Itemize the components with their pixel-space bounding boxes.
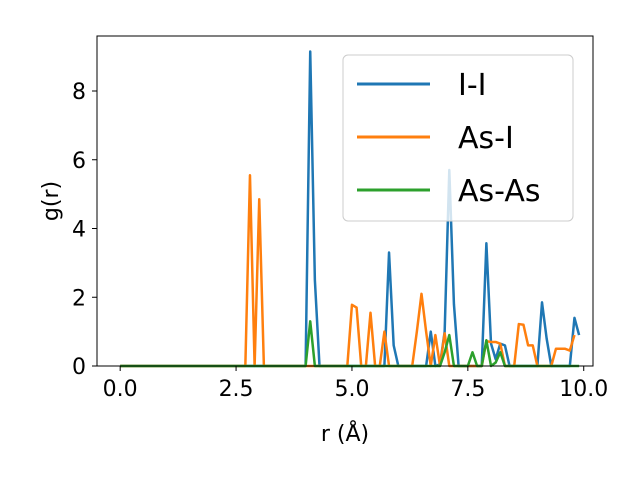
x-tick-label: 5.0 — [334, 377, 369, 402]
series-line-as-as — [120, 320, 580, 368]
plot-frame — [96, 35, 594, 367]
series-line-as-i — [120, 173, 576, 368]
y-tick-label: 8 — [72, 80, 86, 105]
x-tick-label: 0.0 — [103, 377, 138, 402]
y-tick-label: 6 — [72, 149, 86, 174]
legend-label-i-i: I-I — [458, 68, 487, 103]
legend-label-as-i: As-I — [458, 121, 514, 156]
x-axis-ticks: 0.0 2.5 5.0 7.5 10.0 — [103, 366, 608, 402]
x-tick-label: 2.5 — [219, 377, 254, 402]
y-axis-ticks: 0 2 4 6 8 — [72, 80, 97, 380]
x-axis-label: r (Å) — [321, 420, 369, 447]
legend: I-I As-I As-As — [342, 54, 574, 222]
legend-label-as-as: As-As — [458, 174, 540, 209]
x-tick-label: 7.5 — [450, 377, 485, 402]
y-tick-label: 2 — [72, 286, 86, 311]
legend-box — [342, 54, 574, 222]
legend-items: I-I As-I As-As — [357, 68, 540, 209]
y-axis-label: g(r) — [39, 181, 64, 221]
y-tick-label: 0 — [72, 355, 86, 380]
y-tick-label: 4 — [72, 218, 86, 243]
x-tick-label: 10.0 — [559, 377, 608, 402]
